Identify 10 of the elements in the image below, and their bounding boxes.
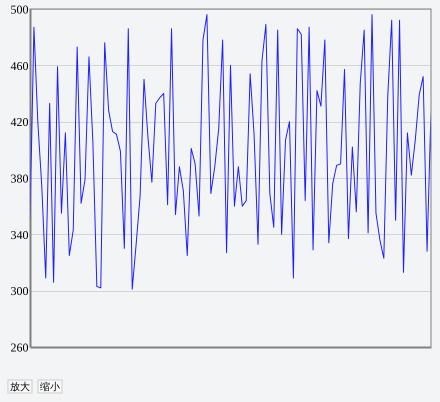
y-tick-label: 380 <box>10 172 28 186</box>
y-tick-label: 340 <box>10 228 28 242</box>
y-tick-label: 300 <box>10 284 28 298</box>
text: 放大 <box>10 381 30 393</box>
y-tick-label: 420 <box>10 115 28 130</box>
y-tick-label: 500 <box>10 2 28 16</box>
line-series <box>30 14 432 290</box>
y-tick-label: 260 <box>10 340 28 354</box>
text: 缩小 <box>40 381 60 393</box>
y-tick-label: 460 <box>10 58 28 73</box>
